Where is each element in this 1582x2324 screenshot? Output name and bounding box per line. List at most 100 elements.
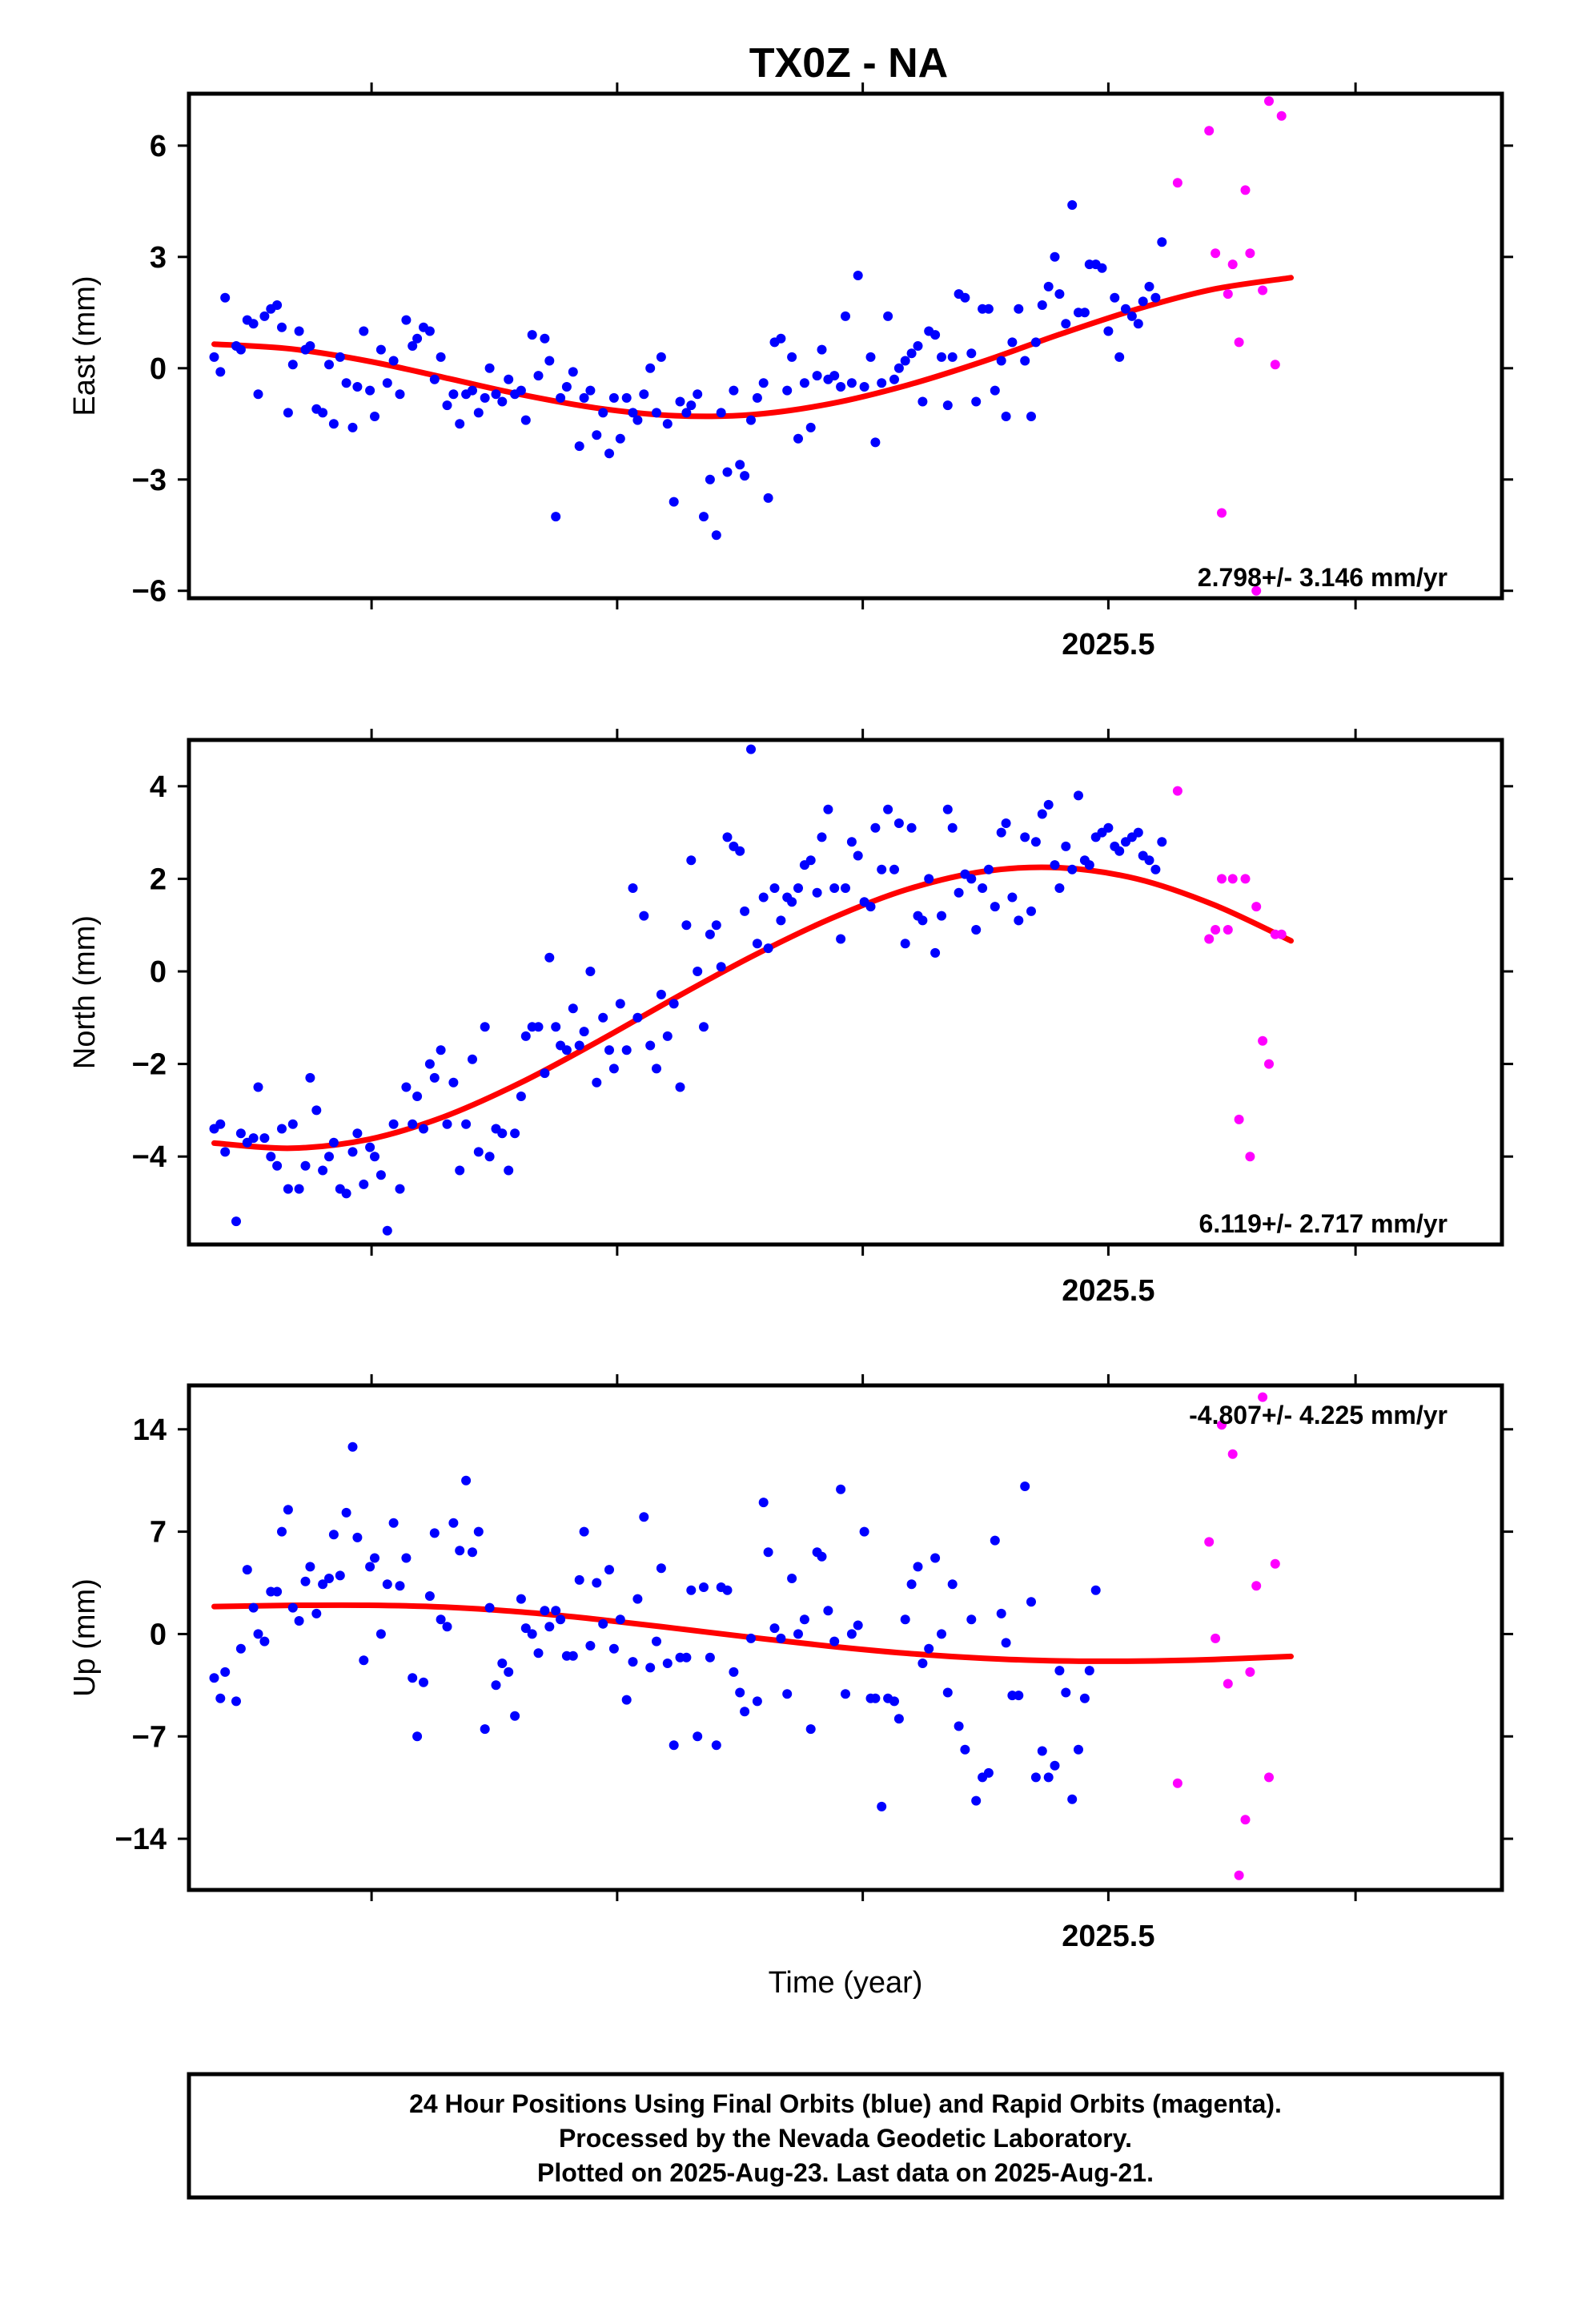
east-final-point: [870, 437, 881, 448]
up-final-point: [817, 1551, 827, 1562]
north-final-point: [598, 1012, 608, 1023]
north-final-point: [533, 1022, 544, 1032]
north-rapid-point: [1251, 902, 1262, 912]
east-final-point: [442, 400, 452, 411]
up-final-point: [1050, 1760, 1060, 1771]
up-final-point: [930, 1553, 941, 1563]
east-final-point: [347, 422, 358, 432]
north-final-point: [215, 1119, 226, 1129]
up-final-point: [215, 1693, 226, 1703]
north-final-point: [758, 892, 769, 903]
up-final-point: [388, 1518, 399, 1528]
up-final-point: [752, 1696, 762, 1707]
north-final-point: [568, 1003, 578, 1014]
north-final-point: [604, 1045, 614, 1055]
up-final-point: [461, 1475, 472, 1486]
up-rapid-point: [1223, 1679, 1233, 1689]
east-final-point: [1150, 292, 1161, 303]
east-final-point: [335, 352, 345, 362]
east-final-point: [1020, 356, 1030, 366]
north-final-point: [455, 1165, 465, 1176]
footer-box: 24 Hour Positions Using Final Orbits (bl…: [187, 2072, 1504, 2200]
east-final-point: [735, 460, 745, 470]
north-final-point: [497, 1128, 508, 1139]
east-final-point: [1144, 281, 1154, 292]
up-final-point: [841, 1689, 850, 1699]
up-final-point: [983, 1767, 994, 1778]
east-y-tick-label: −6: [132, 575, 167, 609]
up-final-point: [846, 1629, 857, 1639]
north-final-point: [812, 887, 822, 898]
up-final-point: [424, 1591, 435, 1601]
north-final-point: [1030, 837, 1041, 847]
up-final-point: [412, 1731, 423, 1742]
east-final-point: [341, 378, 351, 388]
up-final-point: [693, 1731, 703, 1742]
east-final-point: [829, 371, 840, 381]
east-final-point: [283, 408, 293, 418]
up-final-point: [823, 1606, 833, 1616]
north-rapid-point: [1276, 929, 1287, 939]
east-final-point: [793, 433, 803, 444]
east-rapid-point: [1245, 248, 1255, 259]
east-final-point: [352, 382, 363, 392]
north-final-point: [324, 1152, 334, 1162]
up-final-point: [516, 1594, 526, 1604]
x-axis-label: Time (year): [769, 1966, 923, 2000]
north-final-point: [516, 1092, 526, 1101]
north-final-point: [520, 1031, 531, 1041]
east-final-point: [906, 348, 917, 359]
north-final-point: [829, 883, 840, 893]
up-final-point: [604, 1565, 614, 1575]
north-final-point: [853, 850, 863, 861]
north-final-point: [510, 1128, 520, 1139]
north-final-point: [287, 1119, 298, 1129]
east-rapid-point: [1258, 285, 1268, 296]
east-final-point: [669, 497, 679, 507]
north-final-point: [341, 1188, 351, 1199]
east-final-point: [388, 356, 399, 366]
north-final-point: [504, 1165, 514, 1176]
east-final-point: [662, 419, 673, 429]
north-final-point: [272, 1160, 283, 1171]
east-final-point: [699, 512, 709, 522]
east-final-point: [740, 471, 750, 481]
north-rapid-point: [1234, 1114, 1244, 1124]
north-final-point: [877, 864, 887, 875]
east-final-point: [1126, 311, 1137, 321]
up-final-point: [632, 1594, 643, 1604]
north-final-point: [283, 1184, 293, 1194]
up-final-point: [758, 1498, 769, 1508]
up-final-point: [484, 1602, 495, 1613]
north-final-point: [971, 925, 982, 935]
up-final-point: [242, 1565, 252, 1575]
north-final-point: [579, 1027, 589, 1037]
east-final-point: [1030, 337, 1041, 348]
east-final-point: [711, 530, 721, 541]
east-final-point: [401, 315, 412, 325]
up-y-tick-label: −7: [132, 1720, 167, 1754]
up-final-point: [592, 1578, 602, 1588]
east-final-point: [1061, 319, 1071, 329]
up-final-point: [429, 1528, 440, 1538]
north-final-point: [294, 1184, 304, 1194]
north-final-point: [1067, 864, 1078, 875]
up-final-point: [520, 1623, 531, 1634]
north-final-point: [305, 1072, 315, 1083]
north-rapid-point: [1240, 874, 1251, 884]
up-final-point: [1030, 1772, 1041, 1783]
north-final-point: [917, 915, 928, 926]
north-final-point: [1061, 841, 1071, 851]
north-final-point: [1001, 818, 1011, 828]
north-final-point: [1037, 809, 1047, 819]
up-final-point: [711, 1740, 721, 1751]
up-final-point: [568, 1651, 578, 1661]
north-final-point: [841, 883, 850, 893]
up-final-point: [1020, 1482, 1030, 1491]
north-rapid-point: [1211, 925, 1221, 935]
east-final-point: [544, 356, 555, 366]
up-y-tick-label: 0: [150, 1618, 167, 1651]
up-final-point: [283, 1505, 293, 1515]
east-rapid-point: [1270, 360, 1280, 370]
